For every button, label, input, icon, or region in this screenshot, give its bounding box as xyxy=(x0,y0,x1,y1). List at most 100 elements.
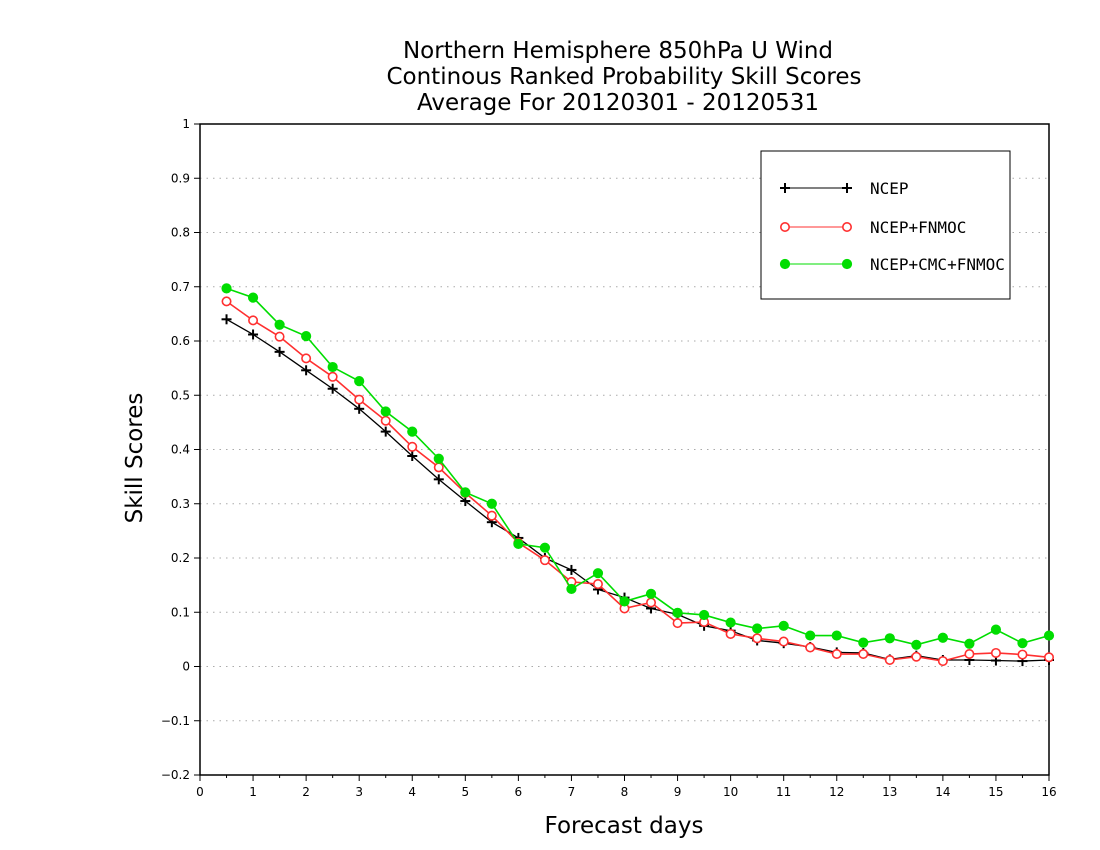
series-ncep-fnmoc xyxy=(221,296,1055,667)
x-tick-label: 1 xyxy=(249,785,257,799)
data-point-ncep-fnmoc xyxy=(1044,652,1055,663)
data-point-ncep-fnmoc xyxy=(778,636,789,647)
data-point-ncep-fnmoc xyxy=(380,415,391,426)
legend-marker-end xyxy=(841,222,852,233)
legend-label-ncep-cmc-fnmoc: NCEP+CMC+FNMOC xyxy=(870,255,1005,274)
x-tick-label: 15 xyxy=(988,785,1003,799)
data-point-ncep xyxy=(407,451,418,462)
x-tick-label: 12 xyxy=(829,785,844,799)
legend-item-ncep-fnmoc: NCEP+FNMOC xyxy=(779,218,966,237)
legend-item-ncep: NCEP xyxy=(780,179,909,198)
data-point-ncep-cmc-fnmoc xyxy=(858,637,869,648)
data-point-ncep xyxy=(566,564,577,575)
data-point-ncep xyxy=(433,474,444,485)
data-point-ncep-cmc-fnmoc xyxy=(513,538,524,549)
data-point-ncep xyxy=(274,346,285,357)
title-line-2: Continous Ranked Probability Skill Score… xyxy=(386,64,861,90)
data-point-ncep-fnmoc xyxy=(646,597,657,608)
x-axis-label: Forecast days xyxy=(545,813,704,839)
data-point-ncep-cmc-fnmoc xyxy=(1017,638,1028,649)
x-tick-label: 8 xyxy=(621,785,629,799)
y-axis-label: Skill Scores xyxy=(122,393,148,524)
data-point-ncep-fnmoc xyxy=(1017,649,1028,660)
data-point-ncep-cmc-fnmoc xyxy=(592,568,604,579)
x-axis-ticks: 0 1 2 3 4 5 6 7 8 9 10 11 12 13 14 15 16 xyxy=(196,775,1057,799)
data-point-ncep-cmc-fnmoc xyxy=(698,609,710,621)
data-point-ncep-cmc-fnmoc xyxy=(380,406,391,417)
x-tick-label: 9 xyxy=(674,785,682,799)
y-tick-label: 0.3 xyxy=(171,497,190,511)
data-point-ncep-cmc-fnmoc xyxy=(619,596,630,607)
data-point-ncep-fnmoc xyxy=(354,394,365,405)
legend-item-ncep-cmc-fnmoc: NCEP+CMC+FNMOC xyxy=(779,255,1005,274)
data-point-ncep xyxy=(301,365,312,376)
data-point-ncep-fnmoc xyxy=(805,642,816,653)
data-point-ncep-cmc-fnmoc xyxy=(884,633,895,644)
series-line-ncep xyxy=(226,318,1050,662)
y-tick-label: 0.7 xyxy=(171,280,190,294)
legend-marker-end xyxy=(841,258,853,270)
y-tick-label: 0 xyxy=(182,660,190,674)
data-point-ncep-fnmoc xyxy=(486,510,497,521)
data-point-ncep-fnmoc xyxy=(248,315,259,326)
legend-box xyxy=(760,150,1011,300)
data-point-ncep-fnmoc xyxy=(221,296,232,307)
y-tick-label: −0.1 xyxy=(161,714,190,728)
x-tick-label: 13 xyxy=(882,785,897,799)
legend-marker-start xyxy=(779,222,790,233)
data-point-ncep-cmc-fnmoc xyxy=(911,639,922,650)
data-point-ncep xyxy=(354,403,365,414)
x-tick-label: 6 xyxy=(515,785,523,799)
data-point-ncep-fnmoc xyxy=(301,353,312,364)
data-point-ncep xyxy=(327,383,338,394)
data-point-ncep xyxy=(221,314,232,325)
data-point-ncep-fnmoc xyxy=(592,579,603,590)
data-point-ncep-cmc-fnmoc xyxy=(407,426,418,437)
title-line-1: Northern Hemisphere 850hPa U Wind xyxy=(403,38,833,64)
data-point-ncep-cmc-fnmoc xyxy=(301,331,312,342)
data-point-ncep-cmc-fnmoc xyxy=(645,588,657,599)
x-tick-label: 7 xyxy=(568,785,576,799)
data-point-ncep-fnmoc xyxy=(274,331,285,342)
x-tick-label: 16 xyxy=(1041,785,1056,799)
data-point-ncep-cmc-fnmoc xyxy=(805,630,816,641)
data-point-ncep-fnmoc xyxy=(672,618,683,629)
y-tick-label: 0.9 xyxy=(171,171,190,185)
data-point-ncep-cmc-fnmoc xyxy=(274,319,285,330)
data-point-ncep-cmc-fnmoc xyxy=(672,607,683,618)
data-point-ncep-fnmoc xyxy=(858,649,869,660)
series-line-ncep-cmc-fnmoc xyxy=(226,287,1050,646)
data-point-ncep-fnmoc xyxy=(831,649,842,660)
legend-label-ncep: NCEP xyxy=(870,179,909,198)
y-axis-ticks: −0.2 −0.1 0 0.1 0.2 0.3 0.4 0.5 0.6 0.7 0.8 0.9 1 xyxy=(161,117,200,782)
legend-marker-start xyxy=(779,258,791,270)
data-point-ncep-cmc-fnmoc xyxy=(937,632,948,643)
data-point-ncep-fnmoc xyxy=(937,656,948,667)
data-point-ncep-cmc-fnmoc xyxy=(539,542,551,553)
x-tick-label: 4 xyxy=(408,785,416,799)
data-point-ncep-fnmoc xyxy=(884,654,895,665)
x-tick-label: 14 xyxy=(935,785,950,799)
data-point-ncep-fnmoc xyxy=(964,649,975,660)
data-point-ncep-fnmoc xyxy=(725,628,736,639)
x-tick-label: 0 xyxy=(196,785,204,799)
data-point-ncep xyxy=(380,426,391,437)
data-point-ncep-fnmoc xyxy=(539,555,550,566)
data-point-ncep-cmc-fnmoc xyxy=(566,583,577,595)
title-line-3: Average For 20120301 - 20120531 xyxy=(417,90,819,116)
x-tick-label: 3 xyxy=(355,785,363,799)
data-point-ncep-cmc-fnmoc xyxy=(354,376,365,387)
data-point-ncep-cmc-fnmoc xyxy=(752,623,763,634)
data-point-ncep-cmc-fnmoc xyxy=(327,361,338,373)
data-point-ncep-cmc-fnmoc xyxy=(725,617,736,628)
data-point-ncep-cmc-fnmoc xyxy=(221,283,232,294)
data-point-ncep-cmc-fnmoc xyxy=(964,638,975,649)
data-point-ncep-cmc-fnmoc xyxy=(486,498,497,509)
data-point-ncep-fnmoc xyxy=(911,651,922,662)
data-point-ncep-fnmoc xyxy=(433,462,444,473)
legend-label-ncep-fnmoc: NCEP+FNMOC xyxy=(870,218,966,237)
y-tick-label: −0.2 xyxy=(161,768,190,782)
data-point-ncep-cmc-fnmoc xyxy=(247,292,259,303)
series-line-ncep-fnmoc xyxy=(226,300,1050,662)
x-tick-label: 11 xyxy=(776,785,791,799)
